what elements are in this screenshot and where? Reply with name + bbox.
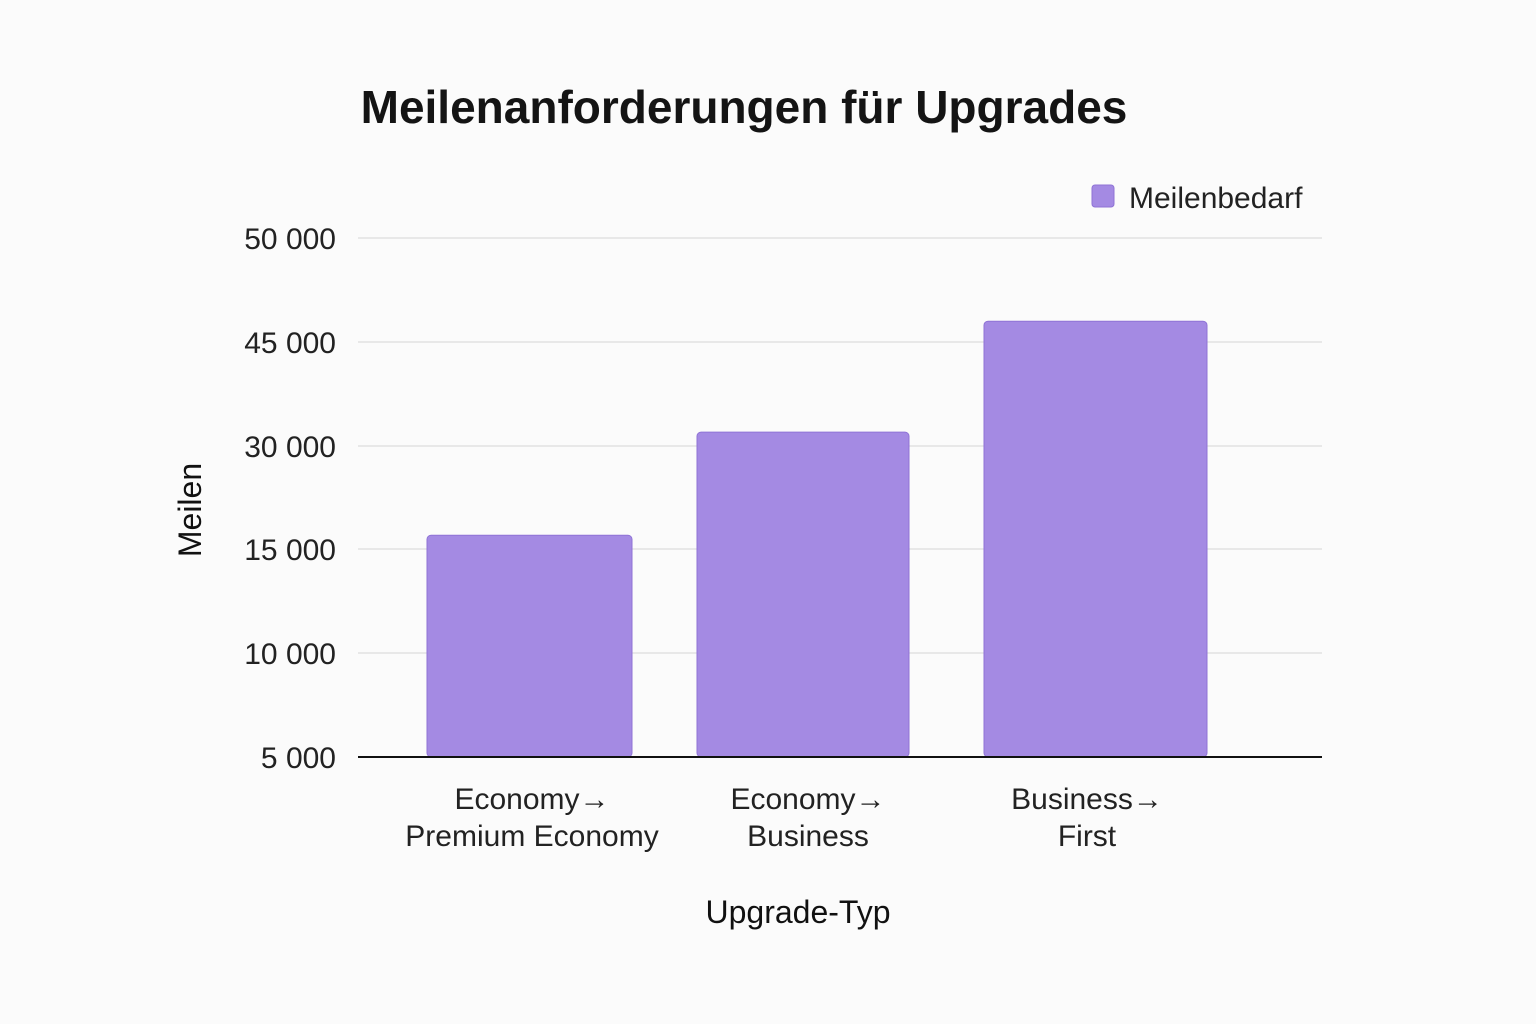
x-category-label: Economy→ <box>730 783 885 816</box>
y-tick-label: 30 000 <box>244 431 336 464</box>
x-category-label: First <box>1058 820 1117 853</box>
x-category-label: Economy→ <box>454 783 609 816</box>
legend-label: Meilenbedarf <box>1129 182 1303 215</box>
y-axis-ticks: 5 000 10 000 15 000 30 000 45 000 50 000 <box>244 223 336 775</box>
bar <box>983 320 1208 758</box>
y-tick-label: 50 000 <box>244 223 336 256</box>
chart-title: Meilenanforderungen für Upgrades <box>361 81 1128 133</box>
x-category-label: Business <box>747 820 869 853</box>
legend-swatch <box>1091 184 1115 208</box>
bars <box>426 320 1208 758</box>
x-category-label: Premium Economy <box>405 820 658 853</box>
y-tick-label: 45 000 <box>244 327 336 360</box>
x-axis-categories: Economy→ Premium Economy Economy→ Business B… <box>405 783 1163 853</box>
y-tick-label: 15 000 <box>244 534 336 567</box>
x-category-label: Business→ <box>1011 783 1163 816</box>
y-axis-title: Meilen <box>172 463 208 557</box>
bar <box>426 534 633 758</box>
legend: Meilenbedarf <box>1091 182 1303 215</box>
y-tick-label: 10 000 <box>244 638 336 671</box>
bar <box>696 431 910 758</box>
x-axis-title: Upgrade-Typ <box>706 894 891 930</box>
y-tick-label: 5 000 <box>261 742 336 775</box>
